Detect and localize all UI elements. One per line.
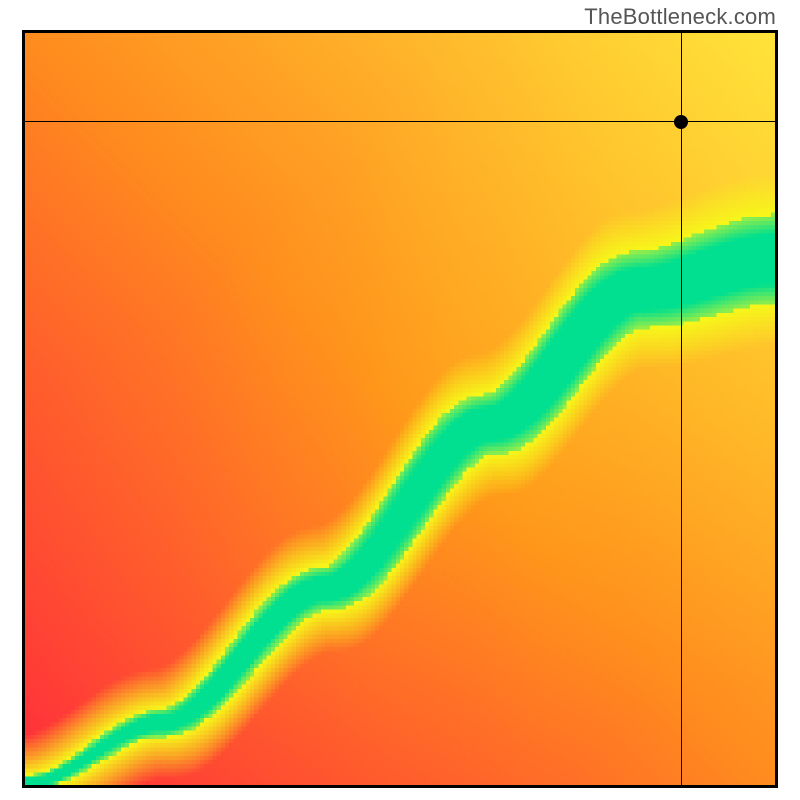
heatmap-canvas [25, 33, 775, 785]
crosshair-vertical [681, 33, 682, 785]
crosshair-point [674, 115, 688, 129]
crosshair-horizontal [25, 121, 775, 122]
watermark-text: TheBottleneck.com [584, 4, 776, 30]
chart-frame [22, 30, 778, 788]
